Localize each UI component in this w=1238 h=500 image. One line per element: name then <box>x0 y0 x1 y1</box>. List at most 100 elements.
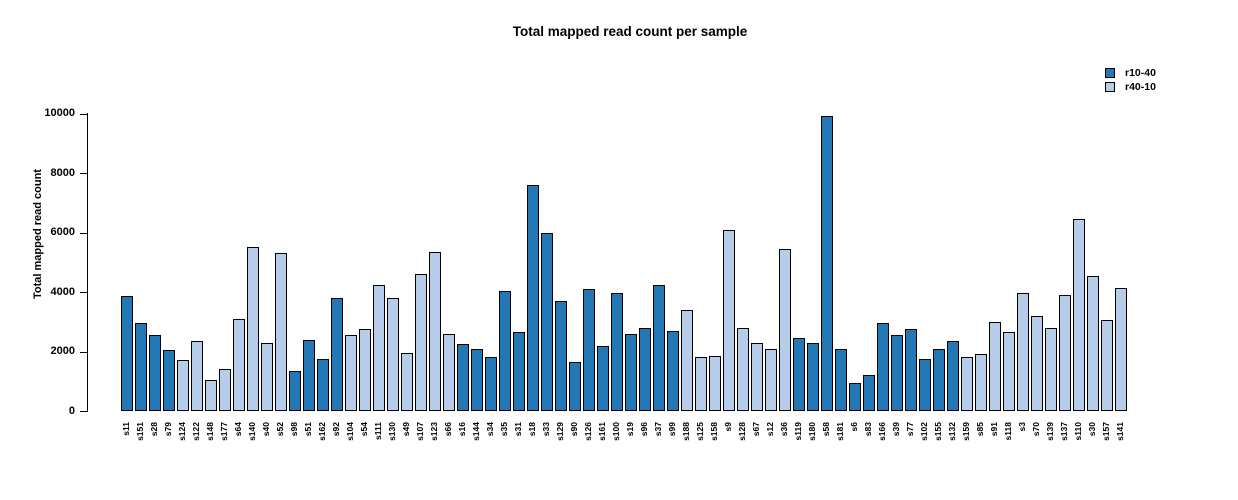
bar-s67 <box>751 342 763 411</box>
bar-s148 <box>205 379 217 411</box>
x-tick-label-s181: s181 <box>835 422 846 441</box>
bar-s64 <box>233 318 245 411</box>
bar-s137 <box>1059 294 1071 411</box>
bar-s157 <box>1101 320 1113 411</box>
x-tick-label-s85: s85 <box>975 422 986 437</box>
x-tick-label-s123: s123 <box>429 422 440 441</box>
x-tick-label-s132: s132 <box>947 422 958 441</box>
x-tick-label-s83: s83 <box>863 422 874 437</box>
x-tick-label-s36: s36 <box>779 422 790 437</box>
x-tick-label-s102: s102 <box>919 422 930 441</box>
x-tick-label-s77: s77 <box>905 422 916 437</box>
x-tick-label-s129: s129 <box>555 422 566 441</box>
y-tick-label-8000: 8000 <box>50 166 75 179</box>
x-tick-label-s79: s79 <box>163 422 174 437</box>
x-tick-label-s128: s128 <box>737 422 748 441</box>
bar-s177 <box>219 369 231 411</box>
bar-s151 <box>135 323 147 411</box>
x-tick-label-s144: s144 <box>471 422 482 441</box>
x-tick-label-s148: s148 <box>205 422 216 441</box>
x-tick-label-s125: s125 <box>695 422 706 441</box>
x-tick-label-s40: s40 <box>261 422 272 437</box>
bar-s30 <box>1087 275 1099 411</box>
y-tick <box>80 351 87 353</box>
bar-s130 <box>387 297 399 411</box>
bar-s51 <box>303 339 315 411</box>
bar-s122 <box>191 341 203 411</box>
x-tick-label-s37: s37 <box>653 422 664 437</box>
x-tick-label-s31: s31 <box>513 422 524 437</box>
x-tick-label-s137: s137 <box>1059 422 1070 441</box>
x-tick-label-s104: s104 <box>345 422 356 441</box>
x-tick-label-s52: s52 <box>275 422 286 437</box>
x-tick-label-s64: s64 <box>233 422 244 437</box>
bar-s79 <box>163 350 175 411</box>
bar-s166 <box>877 323 889 411</box>
x-tick-label-s157: s157 <box>1101 422 1112 441</box>
y-tick-label-6000: 6000 <box>50 226 75 238</box>
x-tick-label-s161: s161 <box>597 422 608 441</box>
bar-s12 <box>765 348 777 411</box>
x-tick-label-s92: s92 <box>331 422 342 437</box>
bar-s158 <box>709 355 721 411</box>
bar-s161 <box>597 345 609 411</box>
x-tick-label-s35: s35 <box>499 422 510 437</box>
x-tick-label-s141: s141 <box>1115 422 1126 441</box>
x-tick-label-s151: s151 <box>135 422 146 441</box>
x-tick-label-s188: s188 <box>681 422 692 441</box>
bar-s188 <box>681 309 693 411</box>
x-tick-label-s122: s122 <box>191 422 202 441</box>
bar-s124 <box>177 360 189 411</box>
y-tick <box>80 411 87 412</box>
y-tick <box>80 113 87 115</box>
bar-s144 <box>471 348 483 411</box>
x-tick-label-s130: s130 <box>387 422 398 441</box>
y-tick-label-0: 0 <box>68 404 75 417</box>
bar-s19 <box>625 333 637 411</box>
bar-s180 <box>807 342 819 411</box>
bar-s126 <box>583 289 595 411</box>
bar-s39 <box>891 335 903 411</box>
bar-s40 <box>261 342 273 411</box>
y-tick-label-10000: 10000 <box>44 107 75 119</box>
bar-s31 <box>513 332 525 411</box>
bar-s54 <box>359 329 371 411</box>
bar-s77 <box>905 329 917 411</box>
x-tick-label-s18: s18 <box>527 422 538 437</box>
bar-s96 <box>639 327 651 411</box>
x-tick-label-s9: s9 <box>723 422 734 432</box>
bar-s28 <box>149 335 161 411</box>
bar-s125 <box>695 357 707 411</box>
x-tick-label-s51: s51 <box>303 422 314 437</box>
bar-s155 <box>933 348 945 411</box>
legend-label-r40-10: r40-10 <box>1125 81 1156 93</box>
bar-s52 <box>275 253 287 411</box>
x-tick-label-s91: s91 <box>989 422 1000 437</box>
bar-s33 <box>541 232 553 411</box>
x-tick-label-s39: s39 <box>891 422 902 437</box>
bar-s139 <box>1045 327 1057 411</box>
legend-label-r10-40: r10-40 <box>1125 67 1156 79</box>
bar-s119 <box>793 338 805 411</box>
bar-s92 <box>331 297 343 411</box>
x-tick-label-s66: s66 <box>443 422 454 437</box>
x-tick-label-s126: s126 <box>583 422 594 441</box>
bar-s102 <box>919 358 931 411</box>
y-tick-label-4000: 4000 <box>50 285 75 298</box>
bar-s99 <box>667 330 679 411</box>
bar-s66 <box>443 333 455 411</box>
bar-s16 <box>457 344 469 411</box>
y-tick <box>80 232 87 234</box>
x-tick-label-s180: s180 <box>807 422 818 441</box>
bar-s129 <box>555 300 567 411</box>
bar-s100 <box>611 293 623 411</box>
legend-swatch-r10-40 <box>1105 68 1115 78</box>
x-tick-label-s34: s34 <box>485 422 496 437</box>
bar-s141 <box>1115 287 1127 411</box>
bar-s90 <box>569 361 581 411</box>
x-tick-label-s110: s110 <box>1073 422 1084 441</box>
x-tick-label-s107: s107 <box>415 422 426 441</box>
bar-s36 <box>779 248 791 411</box>
x-tick-label-s49: s49 <box>401 422 412 437</box>
